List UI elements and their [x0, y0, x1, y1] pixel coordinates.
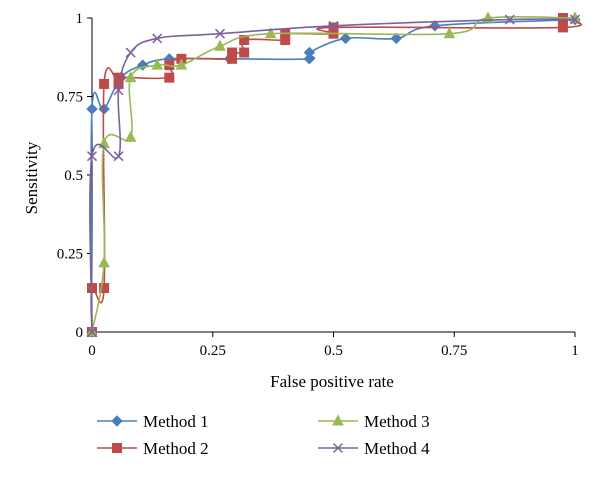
data-point [339, 32, 352, 45]
legend: Method 1 Method 2 Method 3 Method 4 [97, 412, 430, 458]
x-tick-label: 1 [571, 343, 579, 359]
data-point [99, 78, 110, 89]
marker-stroke [332, 442, 344, 454]
data-point [99, 283, 110, 294]
legend-item-4: Method 4 [318, 439, 430, 458]
x-axis-title: False positive rate [270, 372, 394, 391]
marker-stroke [214, 28, 226, 39]
legend-label: Method 3 [364, 412, 430, 431]
data-point [124, 130, 137, 142]
legend-marker [112, 443, 122, 453]
legend-item-2: Method 2 [97, 439, 209, 458]
legend-label: Method 4 [364, 439, 430, 458]
data-point [227, 47, 238, 58]
x-tick-label: 0 [88, 343, 96, 359]
legend-marker [332, 414, 344, 426]
series-2 [87, 13, 582, 337]
y-tick-label: 0.25 [57, 247, 83, 263]
data-point [390, 32, 402, 45]
data-point [113, 72, 124, 83]
data-point [443, 27, 456, 39]
legend-label: Method 2 [143, 439, 209, 458]
y-tick-label: 1 [76, 11, 84, 27]
legend-item-1: Method 1 [97, 412, 209, 431]
data-point [557, 22, 568, 33]
data-point [239, 47, 250, 58]
axes: 0 0.25 0.5 0.75 1 0 0.25 0.5 0.75 1 [57, 11, 579, 359]
data-point [303, 53, 316, 65]
marker-stroke [113, 85, 124, 96]
data-point [214, 39, 226, 51]
y-axis-title: Sensitivity [22, 141, 41, 214]
data-point [214, 28, 226, 39]
marker-stroke [125, 47, 136, 58]
y-tick-label: 0.5 [64, 168, 83, 184]
data-point [328, 22, 339, 33]
data-point [98, 137, 110, 149]
x-tick-label: 0.25 [200, 343, 226, 359]
x-tick-label: 0.75 [441, 343, 467, 359]
series-1 [86, 13, 581, 338]
data-point [151, 58, 164, 70]
data-point [86, 103, 98, 115]
marker-stroke [86, 326, 98, 338]
data-point [98, 256, 110, 268]
marker-stroke [328, 20, 339, 31]
data-point [86, 326, 98, 338]
data-point [113, 85, 124, 96]
data-point [125, 47, 136, 58]
y-tick-label: 0 [76, 325, 84, 341]
data-point [164, 72, 175, 83]
series-4 [86, 14, 581, 338]
series-3 [86, 11, 581, 337]
data-point [264, 27, 277, 39]
data-point [124, 71, 137, 83]
data-point [504, 14, 515, 25]
data-point [113, 151, 124, 162]
legend-marker [111, 415, 123, 427]
legend-label: Method 1 [143, 412, 209, 431]
data-point [239, 34, 250, 45]
marker-stroke [152, 33, 163, 44]
x-tick-label: 0.5 [324, 343, 343, 359]
marker-stroke [86, 151, 98, 162]
data-point [569, 14, 581, 25]
data-point [175, 58, 188, 70]
legend-marker [332, 442, 344, 454]
series-group [86, 11, 582, 338]
marker-stroke [113, 151, 124, 162]
data-point [152, 33, 163, 44]
data-point [86, 151, 98, 162]
data-point [328, 20, 339, 31]
legend-item-3: Method 3 [318, 412, 430, 431]
data-point [303, 46, 316, 59]
marker-stroke [569, 14, 581, 25]
series-line [89, 18, 576, 333]
series-line [91, 15, 576, 333]
marker-stroke [504, 14, 515, 25]
series-line [90, 18, 576, 333]
y-tick-label: 0.75 [57, 90, 83, 106]
